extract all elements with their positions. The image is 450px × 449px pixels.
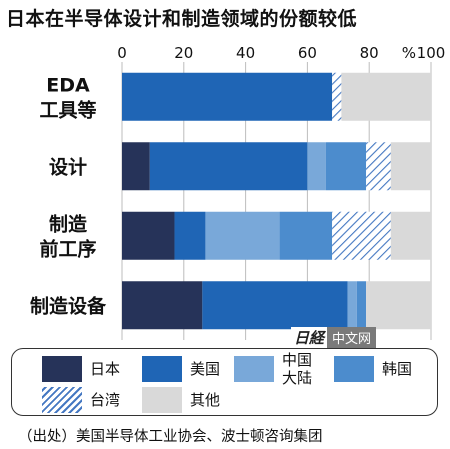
legend-item-china: 中国 大陆 <box>234 351 312 387</box>
category-label: 设计 <box>49 156 87 178</box>
x-unit-label: % <box>402 44 416 62</box>
legend-item-other: 其他 <box>142 387 220 413</box>
logo-mark: 日経 <box>291 326 328 348</box>
legend-label: 其他 <box>190 391 221 409</box>
legend-item-taiwan: 台湾 <box>42 387 120 413</box>
legend: 日本 美国 中国 大陆 韩国台湾 其他 <box>11 348 438 416</box>
bar-segment-other <box>390 142 431 191</box>
bar-segment-china <box>347 281 357 330</box>
category-label-line: 制造设备 <box>30 294 107 317</box>
category-label-line: 前工序 <box>39 237 96 260</box>
x-tick-label: 60 <box>298 44 317 62</box>
bar-segment-japan <box>122 142 150 191</box>
bar-segment-other <box>366 281 431 330</box>
bar-segment-japan <box>122 211 175 260</box>
logo-tag: 中文网 <box>327 326 377 348</box>
legend-label: 日本 <box>90 360 121 378</box>
legend-swatch <box>142 387 182 413</box>
bar-segment-us <box>149 142 308 191</box>
x-tick-label: 20 <box>174 44 193 62</box>
category-label-line: EDA <box>46 74 90 96</box>
x-tick-label: 80 <box>360 44 379 62</box>
category-label: EDA 工具等 <box>39 74 96 121</box>
legend-swatch <box>334 356 374 382</box>
chart-title: 日本在半导体设计和制造领域的份额较低 <box>6 8 358 30</box>
legend-item-japan: 日本 <box>42 356 120 382</box>
bar-segment-taiwan <box>332 211 391 260</box>
x-tick-label: 0 <box>117 44 127 62</box>
bar-segment-china <box>307 142 326 191</box>
legend-swatch <box>142 356 182 382</box>
bar-segment-china <box>205 211 280 260</box>
category-label-line: 设计 <box>49 156 87 178</box>
category-label-line: 制造 <box>49 212 88 235</box>
category-label: 制造前工序 <box>39 212 96 260</box>
legend-label: 美国 <box>190 360 221 378</box>
category-label: 制造设备 <box>30 294 107 317</box>
bar-segment-japan <box>122 281 203 330</box>
legend-label: 台湾 <box>90 391 121 409</box>
bar-segment-taiwan <box>366 142 391 191</box>
category-label-line: 工具等 <box>39 98 96 121</box>
legend-item-us: 美国 <box>142 356 220 382</box>
nikkei-logo: 日経 中文网 <box>291 326 377 348</box>
legend-swatch <box>42 356 82 382</box>
bar-segment-korea <box>279 211 333 260</box>
x-tick-label: 100 <box>417 44 446 62</box>
bar-segment-us <box>122 72 333 121</box>
bar-segment-other <box>390 211 431 260</box>
legend-swatch <box>42 387 82 413</box>
x-tick-label: 40 <box>236 44 255 62</box>
legend-swatch <box>234 356 274 382</box>
bar-segment-korea <box>325 142 367 191</box>
bar-segment-us <box>202 281 348 330</box>
bar-segment-other <box>341 72 431 121</box>
legend-item-korea: 韩国 <box>334 356 412 382</box>
bar-segment-us <box>174 211 206 260</box>
legend-label: 韩国 <box>382 360 413 378</box>
legend-label: 中国 大陆 <box>282 351 313 387</box>
source-note: （出处）美国半导体工业协会、波士顿咨询集团 <box>18 429 323 445</box>
bar-segment-taiwan <box>332 72 342 121</box>
bar-segment-korea <box>356 281 367 330</box>
